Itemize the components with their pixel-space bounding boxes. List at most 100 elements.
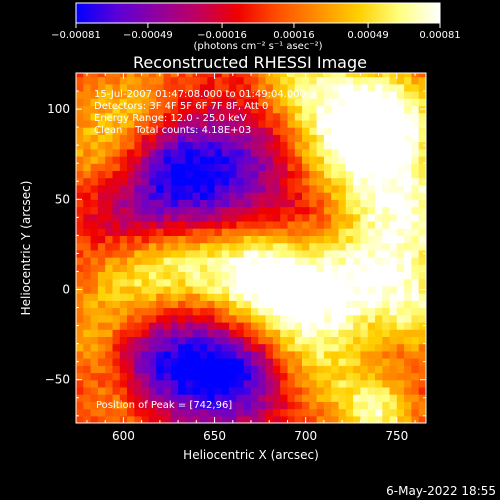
- heatmap-cell: [134, 83, 143, 92]
- heatmap-cell: [83, 112, 92, 121]
- heatmap-cell: [229, 372, 237, 381]
- heatmap-cell: [404, 264, 412, 272]
- heatmap-cell: [185, 336, 194, 345]
- heatmap-cell: [83, 163, 92, 171]
- heatmap-cell: [105, 76, 114, 85]
- heatmap-cell: [367, 278, 376, 287]
- heatmap-cell: [265, 257, 274, 265]
- heatmap-cell: [200, 127, 208, 135]
- heatmap-cell: [360, 300, 369, 309]
- heatmap-cell: [97, 350, 106, 359]
- heatmap-cell: [396, 264, 405, 272]
- heatmap-cell: [185, 343, 194, 352]
- heatmap-cell: [418, 112, 426, 121]
- heatmap-cell: [345, 170, 354, 179]
- heatmap-cell: [112, 184, 121, 193]
- heatmap-cell: [411, 134, 420, 143]
- heatmap-cell: [316, 365, 325, 374]
- heatmap-cell: [367, 156, 376, 164]
- heatmap-cell: [418, 235, 426, 244]
- heatmap-cell: [302, 408, 310, 417]
- heatmap-cell: [76, 401, 84, 410]
- heatmap-cell: [83, 394, 92, 402]
- heatmap-cell: [338, 365, 347, 374]
- heatmap-cell: [258, 213, 267, 222]
- heatmap-cell: [389, 220, 398, 229]
- heatmap-cell: [229, 213, 237, 222]
- heatmap-cell: [127, 264, 135, 272]
- heatmap-cell: [316, 394, 325, 402]
- heatmap-cell: [76, 184, 84, 193]
- heatmap-cell: [156, 329, 165, 337]
- heatmap-cell: [331, 300, 340, 309]
- heatmap-cell: [367, 394, 376, 402]
- heatmap-cell: [367, 177, 376, 186]
- heatmap-cell: [229, 365, 237, 374]
- heatmap-cell: [360, 365, 369, 374]
- heatmap-cell: [258, 322, 267, 330]
- heatmap-cell: [323, 271, 332, 280]
- heatmap-cell: [331, 177, 340, 186]
- heatmap-cell: [316, 83, 325, 92]
- heatmap-cell: [309, 293, 318, 301]
- heatmap-cell: [411, 220, 420, 229]
- heatmap-cell: [302, 336, 310, 345]
- heatmap-cell: [272, 372, 281, 381]
- heatmap-cell: [170, 365, 179, 374]
- heatmap-cell: [418, 264, 426, 272]
- heatmap-cell: [163, 293, 172, 301]
- heatmap-cell: [389, 83, 398, 92]
- heatmap-cell: [76, 307, 84, 316]
- heatmap-cell: [141, 386, 150, 395]
- heatmap-cell: [294, 350, 303, 359]
- heatmap-cell: [338, 336, 347, 345]
- heatmap-cell: [156, 401, 165, 410]
- heatmap-cell: [265, 148, 274, 157]
- heatmap-cell: [294, 249, 303, 258]
- heatmap-cell: [134, 148, 143, 157]
- heatmap-cell: [105, 358, 114, 366]
- heatmap-cell: [221, 119, 230, 128]
- heatmap-cell: [338, 112, 347, 121]
- heatmap-cell: [83, 220, 92, 229]
- heatmap-cell: [309, 358, 318, 366]
- heatmap-cell: [309, 177, 318, 186]
- heatmap-cell: [221, 91, 230, 99]
- heatmap-cell: [382, 199, 391, 208]
- heatmap-cell: [287, 98, 296, 107]
- heatmap-cell: [76, 386, 84, 395]
- heatmap-cell: [185, 365, 194, 374]
- heatmap-cell: [178, 156, 186, 164]
- heatmap-cell: [309, 213, 318, 222]
- heatmap-cell: [90, 300, 99, 309]
- heatmap-cell: [112, 271, 121, 280]
- heatmap-cell: [134, 264, 143, 272]
- heatmap-cell: [207, 213, 216, 222]
- heatmap-cell: [76, 278, 84, 287]
- heatmap-cell: [141, 358, 150, 366]
- heatmap-cell: [163, 300, 172, 309]
- heatmap-cell: [418, 394, 426, 402]
- heatmap-cell: [411, 235, 420, 244]
- heatmap-cell: [170, 379, 179, 388]
- heatmap-cell: [375, 329, 383, 337]
- heatmap-cell: [302, 271, 310, 280]
- heatmap-cell: [90, 228, 99, 236]
- heatmap-cell: [389, 163, 398, 171]
- colorbar-unit-label: (photons cm⁻² s⁻¹ asec⁻²): [193, 41, 322, 52]
- heatmap-cell: [411, 156, 420, 164]
- heatmap-cell: [272, 91, 281, 99]
- heatmap-cell: [258, 401, 267, 410]
- heatmap-cell: [207, 336, 216, 345]
- heatmap-cell: [192, 98, 201, 107]
- heatmap-cell: [207, 163, 216, 171]
- heatmap-cell: [389, 300, 398, 309]
- heatmap-cell: [141, 206, 150, 215]
- heatmap-cell: [105, 134, 114, 143]
- heatmap-cell: [192, 220, 201, 229]
- heatmap-cell: [97, 119, 106, 128]
- heatmap-cell: [83, 329, 92, 337]
- heatmap-cell: [338, 177, 347, 186]
- heatmap-cell: [97, 76, 106, 85]
- heatmap-cell: [229, 343, 237, 352]
